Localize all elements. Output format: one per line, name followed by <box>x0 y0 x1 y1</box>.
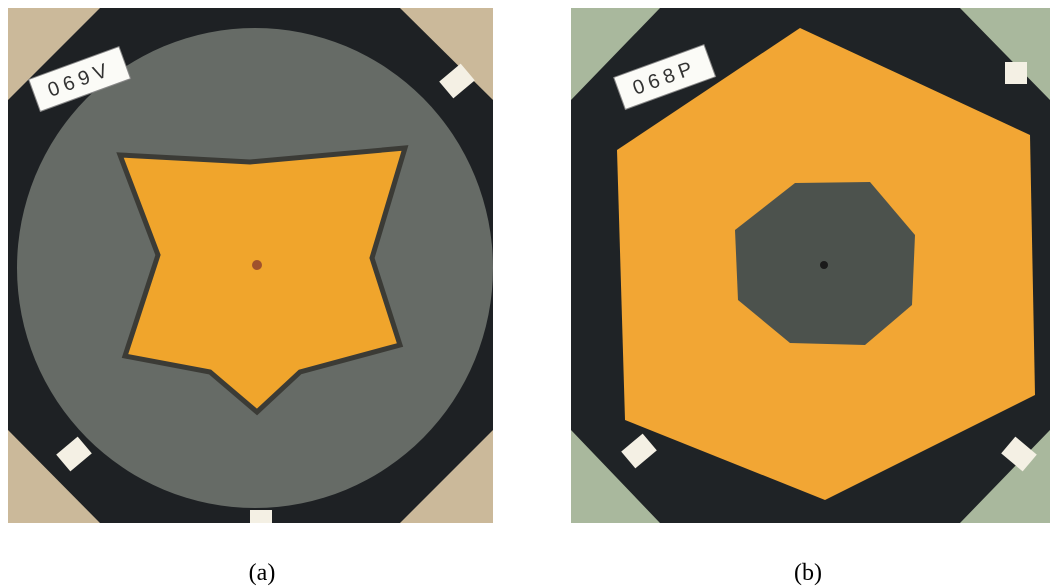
center-mark <box>820 261 828 269</box>
figure: 069V 068P (a) (b) <box>0 0 1058 588</box>
photo-b: 068P <box>571 8 1050 523</box>
center-mark <box>252 260 262 270</box>
corner-marker <box>1005 62 1027 84</box>
page: {"panels": [{"tag": "069V", "caption": "… <box>0 0 1058 588</box>
caption: (b) <box>794 560 822 586</box>
photo-a: 069V <box>8 8 493 523</box>
caption: (a) <box>249 560 276 586</box>
corner-marker <box>250 510 272 523</box>
